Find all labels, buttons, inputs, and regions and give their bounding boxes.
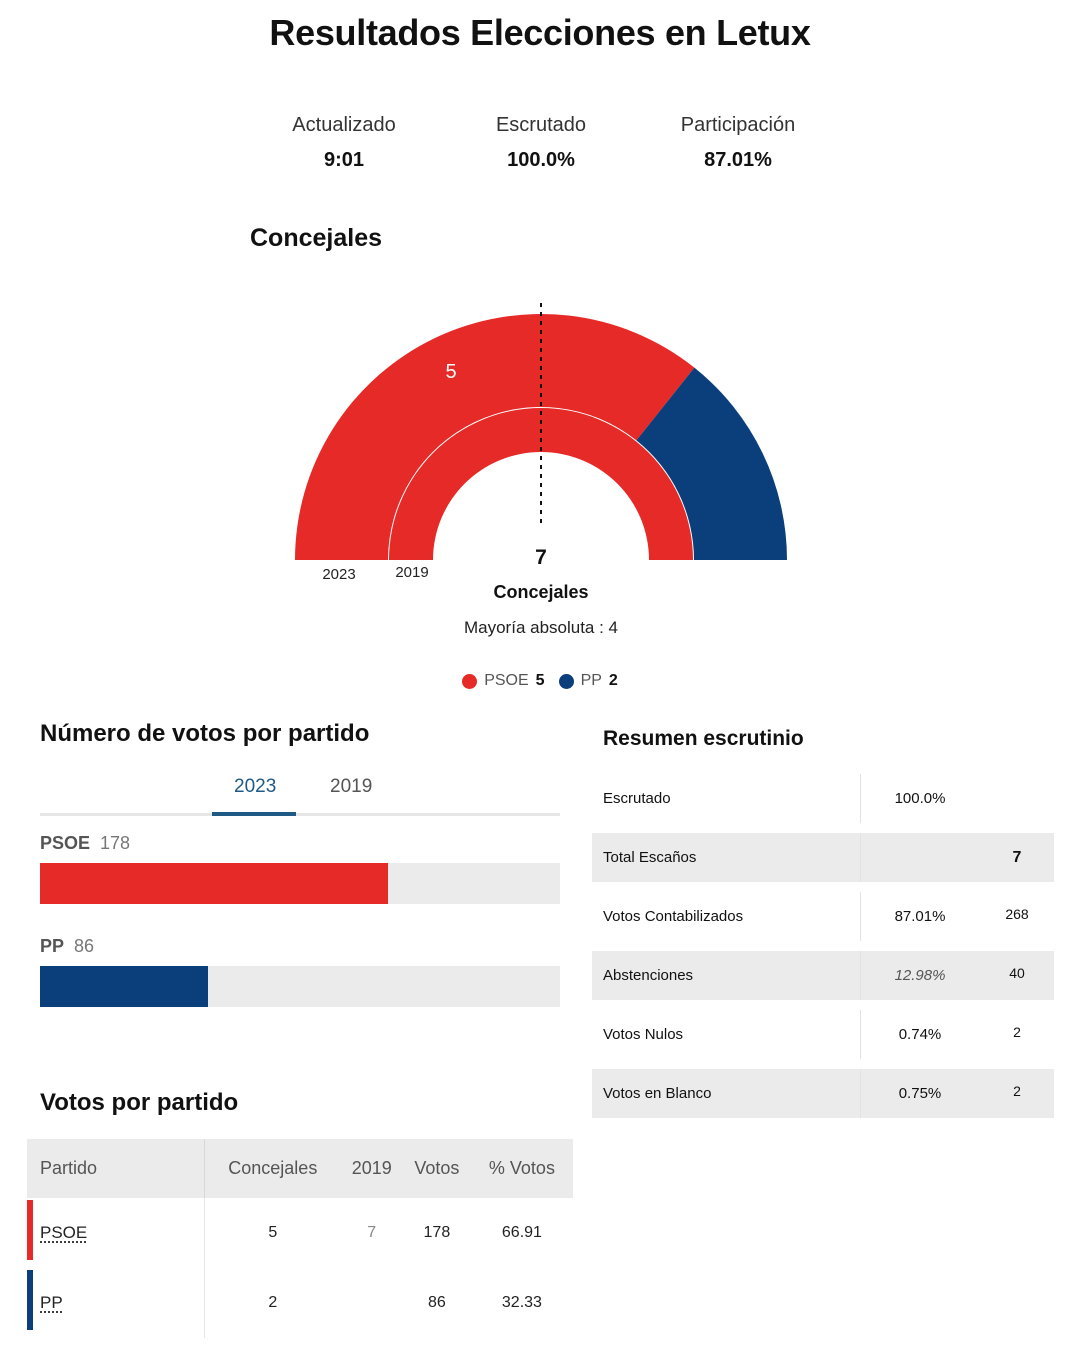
party-color-strip (27, 1270, 33, 1330)
cell-prev (341, 1268, 402, 1338)
summary-pct: 12.98% (894, 967, 946, 984)
arc-year-outer: 2023 (322, 566, 355, 583)
legend-item-pp: PP 2 (558, 672, 618, 690)
legend-item-psoe: PSOE 5 (462, 672, 545, 690)
summary-pct: 0.74% (898, 1026, 942, 1043)
cell-pct: 32.33 (501, 1294, 542, 1311)
summary-label: Escrutado (603, 790, 671, 807)
cell-pct: 66.91 (501, 1224, 542, 1241)
active-tab-indicator (212, 812, 296, 816)
summary-pct: 87.01% (894, 908, 946, 925)
summary-row: Abstenciones 12.98% 40 (592, 951, 1054, 1000)
majority-text: Mayoría absoluta : 4 (464, 618, 618, 637)
summary-label: Abstenciones (603, 967, 694, 984)
stat-updated-value: 9:01 (323, 149, 365, 171)
table-row: PP 2 86 32.33 (27, 1268, 573, 1338)
bar-party-name: PP (40, 936, 65, 956)
votes-table: Partido Concejales 2019 Votos % Votos PS… (27, 1139, 573, 1338)
summary-row: Votos en Blanco 0.75% 2 (592, 1069, 1054, 1118)
cell-votes: 178 (423, 1224, 451, 1241)
summary-row: Votos Nulos 0.74% 2 (592, 1010, 1054, 1059)
seats-arc-chart: 5 2023 2019 7 Concejales Mayoría absolut… (295, 303, 787, 637)
arc-year-inner: 2019 (395, 564, 428, 581)
cell-seats: 5 (268, 1224, 278, 1241)
arc-data-label: 5 (445, 361, 456, 383)
summary-row: Escrutado 100.0% (592, 774, 1054, 823)
bar-value-label: 86 (74, 936, 95, 956)
votes-bar-heading: Número de votos por partido (40, 720, 370, 747)
bar-label: PP 86 (40, 936, 560, 957)
table-row: PSOE 5 7 178 66.91 (27, 1198, 573, 1268)
seats-heading: Concejales (250, 224, 383, 252)
summary-count: 2 (1013, 1082, 1021, 1099)
stat-counted-value: 100.0% (507, 149, 575, 171)
summary-label: Total Escaños (603, 849, 697, 866)
bar-track (40, 966, 560, 1007)
summary-pct: 0.75% (898, 1085, 942, 1102)
col-party: Partido (27, 1139, 205, 1198)
party-link-psoe[interactable]: PSOE (40, 1223, 88, 1242)
stat-counted-label: Escrutado (495, 114, 587, 136)
cell-seats: 2 (268, 1294, 278, 1311)
bar-track (40, 863, 560, 904)
chart-legend: PSOE 5 PP 2 (0, 672, 1080, 690)
arc-total: 7 (535, 546, 547, 569)
summary-table: Escrutado 100.0% Total Escaños 7 Votos C… (592, 774, 1054, 1128)
bar-row-pp: PP 86 (40, 936, 560, 1007)
cell-party: PP (27, 1268, 205, 1338)
votes-table-heading: Votos por partido (40, 1089, 239, 1116)
arc-layer (295, 314, 787, 560)
arc-segment-2023-psoe (295, 314, 695, 560)
page-title: Resultados Elecciones en Letux (269, 12, 811, 53)
stat-turnout: Participación 87.01% (638, 114, 838, 172)
cell-party: PSOE (27, 1198, 205, 1268)
summary-count: 2 (1013, 1023, 1021, 1040)
arc-segment-2023-pp (636, 367, 787, 560)
bar-row-psoe: PSOE 178 (40, 833, 560, 904)
summary-count: 7 (1012, 848, 1022, 866)
summary-count: 268 (1005, 905, 1029, 922)
summary-row: Votos Contabilizados 87.01% 268 (592, 892, 1054, 941)
summary-row: Total Escaños 7 (592, 833, 1054, 882)
year-tabs: 2023 2019 (40, 772, 560, 816)
col-pct: % Votos (471, 1139, 573, 1198)
party-link-pp[interactable]: PP (40, 1293, 63, 1312)
legend-party: PP (580, 672, 602, 689)
bar-psoe (40, 863, 388, 904)
summary-label: Votos en Blanco (603, 1085, 712, 1102)
party-color-strip (27, 1200, 33, 1260)
bar-party-name: PSOE (40, 833, 91, 853)
legend-dot-icon (462, 673, 478, 689)
stat-updated-label: Actualizado (292, 114, 396, 136)
legend-seats: 5 (535, 672, 545, 689)
legend-dot-icon (558, 673, 574, 689)
stat-counted: Escrutado 100.0% (441, 114, 641, 172)
summary-label: Votos Nulos (603, 1026, 684, 1043)
summary-label: Votos Contabilizados (603, 908, 744, 925)
summary-heading: Resumen escrutinio (603, 727, 804, 750)
stat-updated: Actualizado 9:01 (244, 114, 444, 172)
bar-label: PSOE 178 (40, 833, 560, 854)
tab-2019[interactable]: 2019 (330, 776, 373, 797)
bar-pp (40, 966, 209, 1007)
cell-votes: 86 (427, 1294, 446, 1311)
table-header-row: Partido Concejales 2019 Votos % Votos (27, 1139, 573, 1198)
summary-count: 40 (1009, 964, 1025, 981)
stat-turnout-value: 87.01% (704, 149, 772, 171)
legend-party: PSOE (484, 672, 529, 689)
summary-pct: 100.0% (894, 790, 946, 807)
col-seats: Concejales (204, 1139, 342, 1198)
arc-total-label: Concejales (493, 582, 588, 602)
arc-segment-2019-psoe (389, 408, 693, 560)
stat-turnout-label: Participación (680, 114, 796, 136)
col-votes: Votos (402, 1139, 472, 1198)
cell-prev: 7 (367, 1224, 377, 1241)
tab-2023[interactable]: 2023 (234, 776, 277, 797)
bar-value-label: 178 (100, 833, 131, 853)
col-prev: 2019 (341, 1139, 403, 1198)
legend-seats: 2 (608, 672, 618, 689)
